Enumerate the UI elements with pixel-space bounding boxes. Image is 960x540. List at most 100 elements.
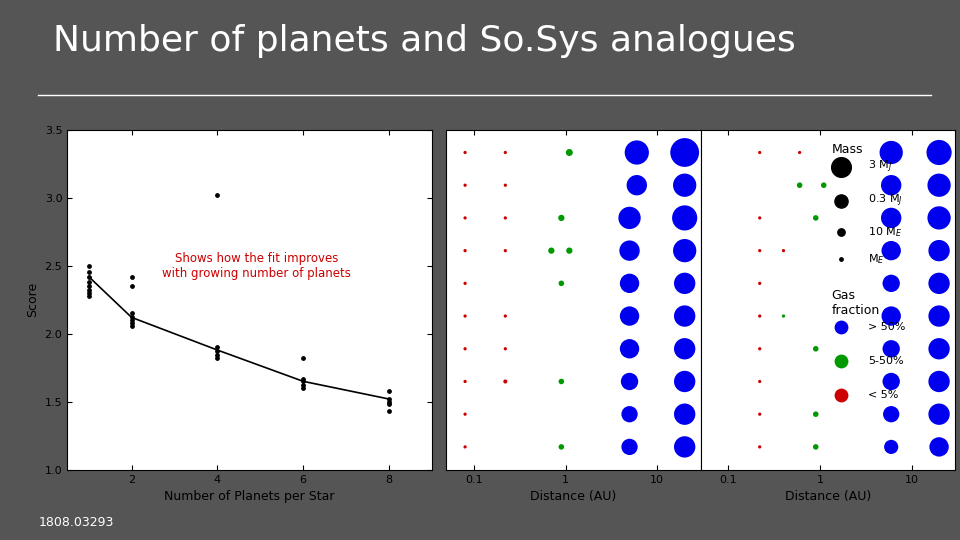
Point	[931, 410, 947, 418]
Point	[931, 345, 947, 353]
Point	[497, 312, 513, 320]
Point	[124, 316, 139, 325]
Point	[622, 443, 637, 451]
Text: 5-50%: 5-50%	[868, 356, 903, 366]
Point	[81, 272, 96, 281]
Point	[752, 443, 767, 451]
Point	[792, 148, 807, 157]
Point	[629, 181, 644, 190]
Point	[677, 148, 692, 157]
Point	[883, 377, 899, 386]
Text: M$_E$: M$_E$	[868, 252, 884, 266]
Point	[833, 163, 849, 171]
Point	[622, 377, 637, 386]
Point	[776, 246, 791, 255]
Point	[296, 384, 311, 393]
Point	[677, 214, 692, 222]
Point	[209, 347, 225, 356]
Point	[209, 191, 225, 199]
Point	[833, 322, 849, 331]
Point	[81, 278, 96, 286]
Point	[381, 400, 396, 409]
Point	[808, 345, 824, 353]
Point	[677, 410, 692, 418]
Point	[81, 268, 96, 277]
Point	[381, 395, 396, 403]
Point	[622, 279, 637, 288]
Point	[629, 148, 644, 157]
Point	[883, 345, 899, 353]
Text: 0.3 M$_J$: 0.3 M$_J$	[868, 193, 902, 209]
Point	[457, 443, 472, 451]
Point	[381, 387, 396, 395]
Point	[808, 214, 824, 222]
Point	[677, 181, 692, 190]
Point	[209, 351, 225, 360]
Point	[622, 345, 637, 353]
Point	[296, 354, 311, 362]
Point	[124, 313, 139, 322]
Point	[209, 354, 225, 362]
Point	[296, 377, 311, 386]
Point	[457, 181, 472, 190]
Text: Shows how the fit improves
with growing number of planets: Shows how the fit improves with growing …	[162, 252, 351, 280]
Point	[883, 312, 899, 320]
Point	[81, 286, 96, 294]
Point	[776, 312, 791, 320]
X-axis label: Distance (AU): Distance (AU)	[531, 490, 616, 503]
Point	[457, 312, 472, 320]
Text: Number of planets and So.Sys analogues: Number of planets and So.Sys analogues	[53, 24, 796, 58]
Point	[752, 410, 767, 418]
Point	[124, 321, 139, 330]
Point	[883, 410, 899, 418]
Y-axis label: Score: Score	[26, 282, 39, 318]
Point	[931, 214, 947, 222]
Point	[497, 148, 513, 157]
Point	[124, 309, 139, 318]
Point	[497, 377, 513, 386]
Point	[883, 279, 899, 288]
Point	[833, 390, 849, 399]
Point	[931, 443, 947, 451]
Point	[931, 279, 947, 288]
Point	[808, 443, 824, 451]
Point	[124, 272, 139, 281]
Point	[381, 407, 396, 416]
Point	[457, 214, 472, 222]
Point	[833, 254, 849, 263]
Point	[931, 148, 947, 157]
Point	[883, 214, 899, 222]
Text: 1808.03293: 1808.03293	[38, 516, 114, 529]
Text: < 5%: < 5%	[868, 390, 899, 400]
Text: 10 M$_E$: 10 M$_E$	[868, 225, 902, 239]
Point	[833, 227, 849, 236]
Point	[883, 148, 899, 157]
Point	[677, 443, 692, 451]
Point	[497, 181, 513, 190]
Point	[81, 288, 96, 297]
Point	[554, 443, 569, 451]
Point	[457, 279, 472, 288]
Point	[833, 356, 849, 365]
Point	[381, 397, 396, 406]
Point	[457, 410, 472, 418]
X-axis label: Distance (AU): Distance (AU)	[785, 490, 871, 503]
Point	[622, 246, 637, 255]
Point	[622, 312, 637, 320]
Point	[752, 214, 767, 222]
Point	[81, 261, 96, 270]
Point	[296, 381, 311, 390]
Text: 3 M$_J$: 3 M$_J$	[868, 159, 892, 175]
Point	[792, 181, 807, 190]
Point	[209, 343, 225, 352]
Point	[124, 282, 139, 291]
Point	[457, 377, 472, 386]
Point	[457, 246, 472, 255]
Point	[677, 377, 692, 386]
Point	[833, 197, 849, 205]
Point	[543, 246, 559, 255]
Point	[81, 282, 96, 291]
Point	[554, 377, 569, 386]
Point	[622, 410, 637, 418]
Point	[562, 148, 577, 157]
